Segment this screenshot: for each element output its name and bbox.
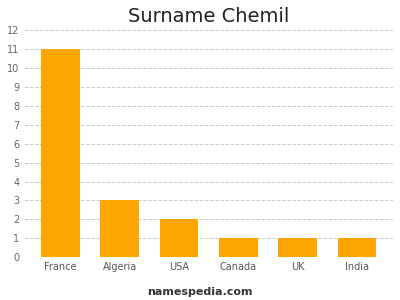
Bar	[219, 238, 258, 257]
Bar	[338, 238, 376, 257]
Bar	[41, 49, 80, 257]
Bar	[278, 238, 317, 257]
Bar	[100, 200, 139, 257]
Text: namespedia.com: namespedia.com	[147, 287, 253, 297]
Title: Surname Chemil: Surname Chemil	[128, 7, 289, 26]
Bar	[160, 219, 198, 257]
